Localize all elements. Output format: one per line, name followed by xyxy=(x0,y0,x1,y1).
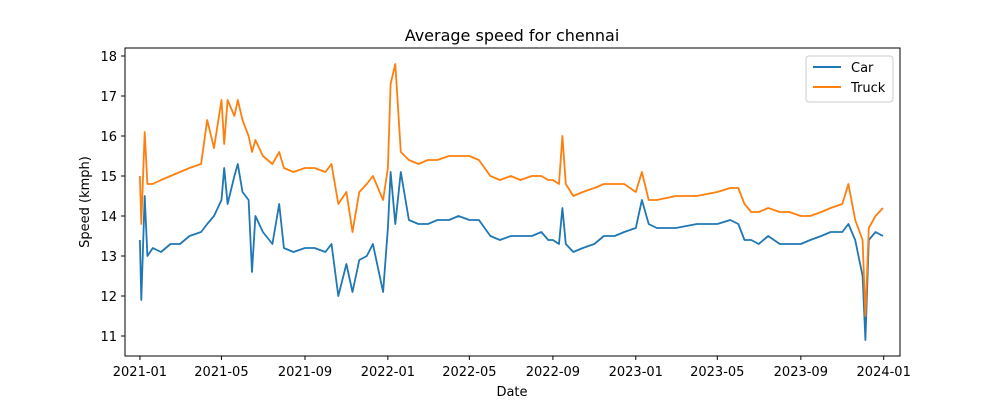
y-tick-label: 11 xyxy=(100,330,117,345)
series-line-car xyxy=(139,163,884,341)
legend-label-truck: Truck xyxy=(850,81,886,96)
series-line-truck xyxy=(139,63,884,317)
x-tick-label: 2023-01 xyxy=(609,365,663,380)
legend-label-car: Car xyxy=(851,61,874,76)
x-axis: 2021-01 2021-05 2021-09 2022-01 2022-05 2022-… xyxy=(113,356,911,380)
x-tick-label: 2022-01 xyxy=(361,365,415,380)
x-tick-label: 2023-09 xyxy=(774,365,828,380)
y-tick-label: 14 xyxy=(100,210,117,225)
x-tick-label: 2022-09 xyxy=(526,365,580,380)
y-tick-label: 12 xyxy=(100,290,117,305)
y-tick-label: 18 xyxy=(100,50,117,65)
x-tick-label: 2024-01 xyxy=(857,365,911,380)
x-tick-label: 2021-01 xyxy=(113,365,167,380)
legend: Car Truck xyxy=(805,55,894,103)
plot-frame xyxy=(124,47,901,357)
x-tick-label: 2022-05 xyxy=(442,365,496,380)
y-tick-label: 17 xyxy=(100,90,117,105)
y-tick-label: 13 xyxy=(100,250,117,265)
x-tick-label: 2021-05 xyxy=(194,365,248,380)
y-tick-label: 16 xyxy=(100,130,117,145)
x-tick-label: 2021-09 xyxy=(278,365,332,380)
x-tick-label: 2023-05 xyxy=(690,365,744,380)
x-axis-label: Date xyxy=(496,385,527,400)
series-group xyxy=(139,63,884,341)
y-axis-label: Speed (kmph) xyxy=(78,156,93,248)
y-tick-label: 15 xyxy=(100,170,117,185)
y-axis: 11 12 13 14 15 16 17 18 xyxy=(100,50,125,345)
chart-title: Average speed for chennai xyxy=(405,26,620,45)
plot-area xyxy=(124,47,901,357)
